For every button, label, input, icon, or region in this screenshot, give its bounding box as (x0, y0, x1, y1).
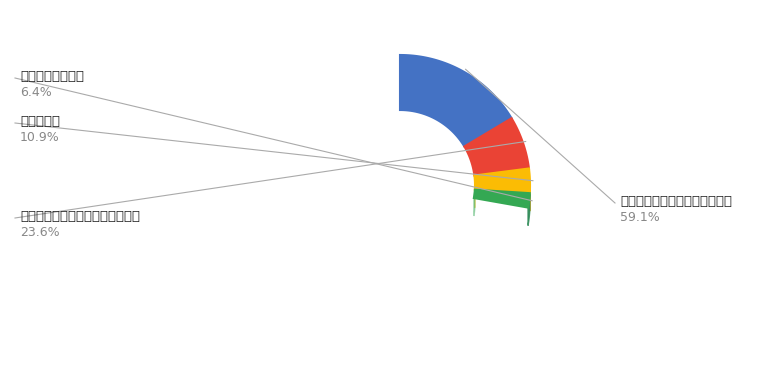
Text: 23.6%: 23.6% (20, 226, 59, 239)
Text: 10.9%: 10.9% (20, 131, 60, 144)
Polygon shape (464, 118, 529, 175)
Text: 採用経験あり（現在も雇用中）: 採用経験あり（現在も雇用中） (620, 195, 732, 208)
Polygon shape (528, 193, 530, 226)
Text: 採用検討中: 採用検討中 (20, 115, 60, 128)
Polygon shape (474, 190, 530, 207)
Polygon shape (400, 55, 511, 147)
Text: 採用経験あり（現在は雇用なし）: 採用経験あり（現在は雇用なし） (20, 210, 140, 223)
Text: 採用する予定なし: 採用する予定なし (20, 70, 84, 83)
Text: 59.1%: 59.1% (620, 211, 660, 224)
Text: 6.4%: 6.4% (20, 86, 52, 99)
Polygon shape (474, 190, 475, 216)
Polygon shape (474, 168, 530, 193)
